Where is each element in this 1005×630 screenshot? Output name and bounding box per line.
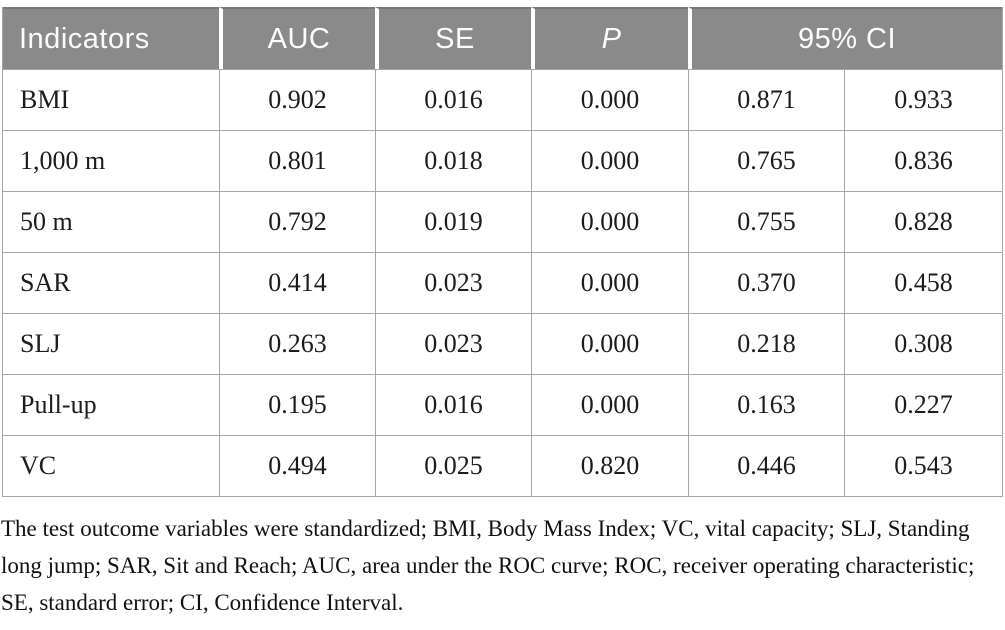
cell-ci-high: 0.308 xyxy=(844,313,1002,374)
cell-auc: 0.792 xyxy=(219,191,375,252)
cell-auc: 0.902 xyxy=(219,69,375,130)
cell-ci-high: 0.227 xyxy=(844,374,1002,435)
cell-ci-high: 0.836 xyxy=(844,130,1002,191)
col-header-p: P xyxy=(531,7,688,69)
cell-ci-low: 0.765 xyxy=(688,130,844,191)
cell-ci-low: 0.163 xyxy=(688,374,844,435)
cell-ci-high: 0.543 xyxy=(844,435,1002,496)
cell-se: 0.023 xyxy=(375,313,531,374)
cell-indicator: 1,000 m xyxy=(3,130,219,191)
col-header-indicators: Indicators xyxy=(3,7,219,69)
cell-p: 0.000 xyxy=(531,69,688,130)
cell-p: 0.000 xyxy=(531,313,688,374)
cell-auc: 0.414 xyxy=(219,252,375,313)
col-header-se: SE xyxy=(375,7,531,69)
cell-se: 0.023 xyxy=(375,252,531,313)
cell-indicator: SLJ xyxy=(3,313,219,374)
results-table: Indicators AUC SE P 95% CI BMI 0.902 0.0… xyxy=(2,7,1003,497)
cell-indicator: 50 m xyxy=(3,191,219,252)
cell-indicator: VC xyxy=(3,435,219,496)
cell-ci-low: 0.370 xyxy=(688,252,844,313)
cell-p: 0.000 xyxy=(531,374,688,435)
cell-ci-high: 0.933 xyxy=(844,69,1002,130)
cell-indicator: Pull-up xyxy=(3,374,219,435)
cell-se: 0.025 xyxy=(375,435,531,496)
cell-se: 0.016 xyxy=(375,69,531,130)
cell-p: 0.000 xyxy=(531,130,688,191)
cell-indicator: SAR xyxy=(3,252,219,313)
cell-auc: 0.494 xyxy=(219,435,375,496)
cell-ci-high: 0.458 xyxy=(844,252,1002,313)
cell-indicator: BMI xyxy=(3,69,219,130)
cell-se: 0.016 xyxy=(375,374,531,435)
col-header-ci: 95% CI xyxy=(688,7,1002,69)
cell-se: 0.019 xyxy=(375,191,531,252)
cell-auc: 0.195 xyxy=(219,374,375,435)
cell-p: 0.820 xyxy=(531,435,688,496)
cell-p: 0.000 xyxy=(531,252,688,313)
cell-ci-low: 0.218 xyxy=(688,313,844,374)
col-header-auc: AUC xyxy=(219,7,375,69)
cell-p: 0.000 xyxy=(531,191,688,252)
cell-ci-low: 0.755 xyxy=(688,191,844,252)
cell-ci-high: 0.828 xyxy=(844,191,1002,252)
cell-ci-low: 0.871 xyxy=(688,69,844,130)
table-footnote: The test outcome variables were standard… xyxy=(1,516,975,615)
cell-se: 0.018 xyxy=(375,130,531,191)
cell-auc: 0.263 xyxy=(219,313,375,374)
cell-ci-low: 0.446 xyxy=(688,435,844,496)
cell-auc: 0.801 xyxy=(219,130,375,191)
